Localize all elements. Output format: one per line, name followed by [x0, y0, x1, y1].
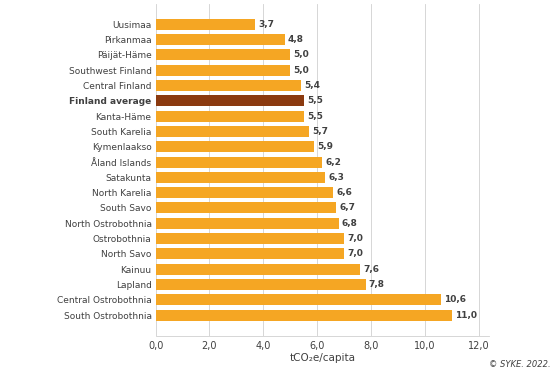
- Text: 6,6: 6,6: [336, 188, 353, 197]
- Bar: [156, 294, 441, 305]
- Text: 7,0: 7,0: [348, 250, 363, 258]
- Bar: [156, 264, 360, 275]
- Bar: [156, 80, 301, 91]
- Text: 7,6: 7,6: [364, 265, 379, 274]
- Bar: [156, 19, 255, 30]
- Text: 11,0: 11,0: [455, 311, 477, 320]
- Bar: [156, 279, 365, 290]
- Text: 5,9: 5,9: [317, 142, 334, 151]
- Bar: [156, 34, 285, 45]
- Text: 5,5: 5,5: [307, 112, 322, 120]
- Bar: [156, 187, 333, 198]
- Bar: [156, 157, 322, 167]
- Text: 6,8: 6,8: [342, 219, 358, 228]
- Text: 6,3: 6,3: [329, 173, 344, 182]
- Bar: [156, 172, 325, 183]
- Text: 7,8: 7,8: [369, 280, 385, 289]
- Text: 5,5: 5,5: [307, 96, 322, 105]
- Bar: [156, 95, 304, 106]
- Bar: [156, 203, 336, 213]
- Bar: [156, 310, 451, 321]
- Text: 5,7: 5,7: [312, 127, 328, 136]
- Bar: [156, 218, 339, 229]
- Text: 3,7: 3,7: [259, 20, 275, 29]
- Bar: [156, 233, 344, 244]
- Text: © SYKE. 2022.: © SYKE. 2022.: [489, 360, 550, 369]
- Text: 7,0: 7,0: [348, 234, 363, 243]
- Text: 6,2: 6,2: [326, 157, 341, 167]
- Bar: [156, 111, 304, 122]
- Text: 4,8: 4,8: [288, 35, 304, 44]
- Bar: [156, 65, 290, 76]
- Text: 10,6: 10,6: [444, 295, 466, 304]
- Bar: [156, 50, 290, 60]
- Bar: [156, 126, 309, 137]
- Text: 5,4: 5,4: [304, 81, 320, 90]
- Text: 5,0: 5,0: [294, 50, 309, 59]
- Text: 5,0: 5,0: [294, 66, 309, 75]
- Bar: [156, 248, 344, 259]
- Bar: [156, 141, 314, 152]
- X-axis label: tCO₂e/capita: tCO₂e/capita: [290, 353, 355, 363]
- Text: 6,7: 6,7: [339, 204, 355, 213]
